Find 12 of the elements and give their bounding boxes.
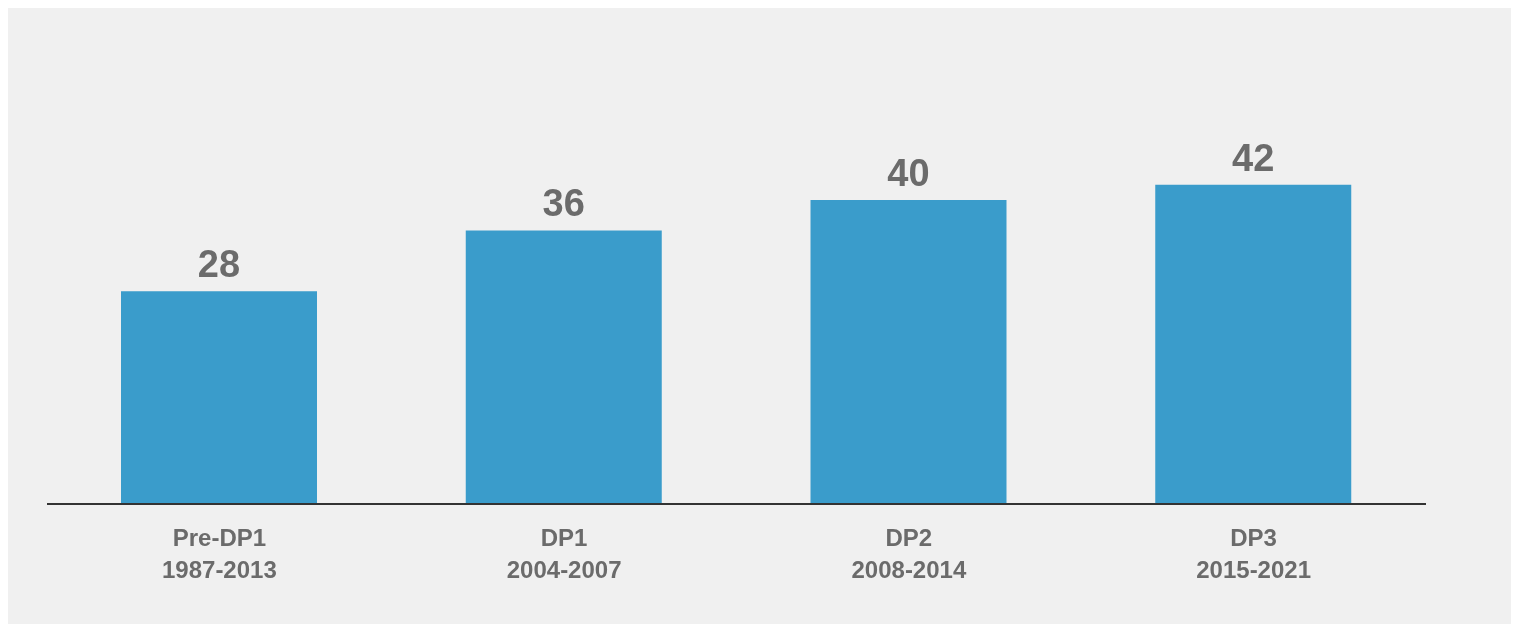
data-label: 42 [1232,136,1275,179]
x-tick-label: DP2 2008-2014 [851,524,967,583]
bar [810,200,1007,504]
x-tick-label: DP3 2015-2021 [1196,524,1312,583]
data-label: 40 [887,152,930,194]
data-label: 28 [197,243,241,286]
x-tick-label: DP1 2004-2007 [506,524,622,583]
bar [121,291,317,504]
bar [1155,184,1352,504]
bar [465,230,662,504]
x-tick-label: Pre-DP1 1987-2013 [161,524,277,583]
data-label: 36 [542,182,585,225]
